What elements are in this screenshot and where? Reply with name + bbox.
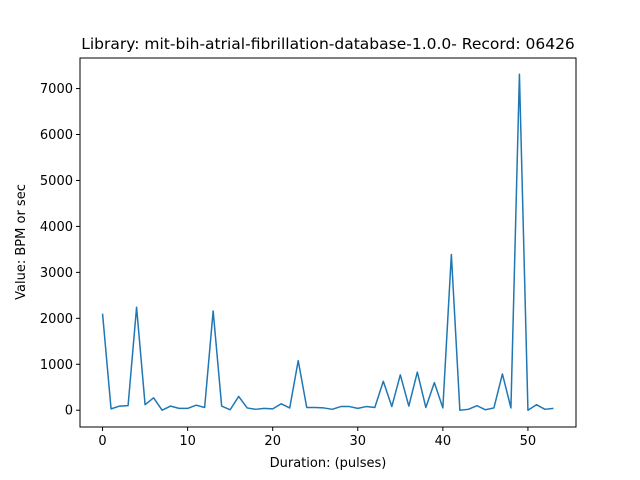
series-line [101, 73, 554, 411]
y-tick-label: 1000 [40, 358, 73, 373]
y-tick-label: 4000 [40, 220, 73, 235]
x-tick-label: 50 [520, 434, 537, 449]
y-tick-label: 6000 [40, 128, 73, 143]
y-tick-label: 2000 [40, 312, 73, 327]
x-tick-label: 20 [264, 434, 281, 449]
series-layer [101, 73, 554, 411]
x-tick-label: 0 [98, 434, 106, 449]
chart-title: Library: mit-bih-atrial-fibrillation-dat… [81, 35, 575, 53]
x-tick-label: 40 [435, 434, 452, 449]
y-tick-label: 0 [65, 404, 73, 419]
x-tick-label: 30 [350, 434, 367, 449]
x-axis-label: Duration: (pulses) [270, 456, 387, 471]
y-tick-label: 3000 [40, 266, 73, 281]
plot-frame [79, 57, 577, 428]
x-tick-label: 10 [179, 434, 196, 449]
y-axis-label: Value: BPM or sec [14, 184, 29, 300]
y-tick-label: 7000 [40, 82, 73, 97]
ticks-layer: 0 10 20 30 40 50 0 1000 2000 3000 4000 5000 6000 7000 [40, 82, 536, 449]
y-tick-label: 5000 [40, 174, 73, 189]
